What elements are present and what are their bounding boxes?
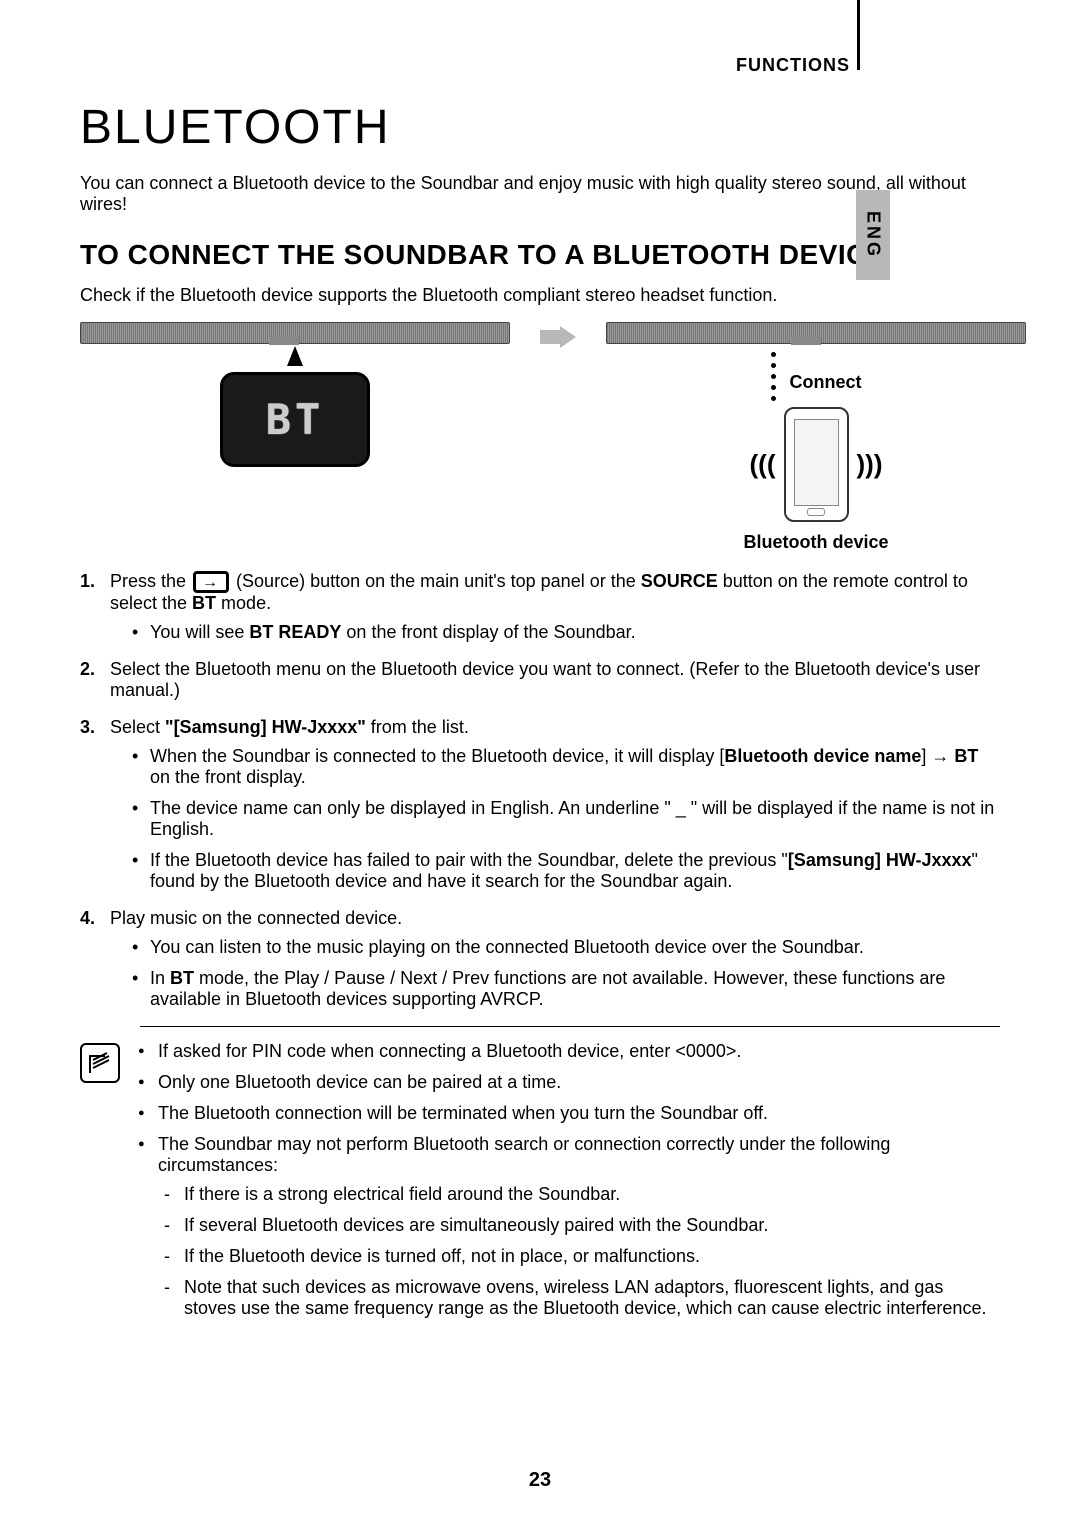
connect-label: Connect bbox=[790, 372, 862, 393]
separator bbox=[140, 1026, 1000, 1027]
step-3-bullet-1: When the Soundbar is connected to the Bl… bbox=[132, 746, 1000, 788]
section-subtext: Check if the Bluetooth device supports t… bbox=[80, 285, 1000, 306]
language-label: ENG bbox=[863, 211, 884, 259]
page-title: BLUETOOTH bbox=[80, 100, 1000, 155]
note-4b: If several Bluetooth devices are simulta… bbox=[164, 1215, 1000, 1236]
source-icon bbox=[193, 571, 229, 593]
note-3: The Bluetooth connection will be termina… bbox=[138, 1103, 1000, 1124]
step-1-bullet: You will see BT READY on the front displ… bbox=[132, 622, 1000, 643]
page-number: 23 bbox=[529, 1469, 551, 1492]
note-2: Only one Bluetooth device can be paired … bbox=[138, 1072, 1000, 1093]
diagram-right: Connect ((( ))) Bluetooth device bbox=[606, 322, 1026, 553]
note-4d: Note that such devices as microwave oven… bbox=[164, 1277, 1000, 1319]
step-3-bullet-3: If the Bluetooth device has failed to pa… bbox=[132, 850, 1000, 892]
bt-display-box: BT bbox=[220, 372, 370, 467]
phone-icon bbox=[784, 407, 849, 522]
header-divider bbox=[857, 0, 860, 70]
connect-area: Connect ((( ))) Bluetooth device bbox=[743, 352, 888, 553]
dotted-connector bbox=[771, 352, 776, 401]
soundbar-graphic-right bbox=[606, 322, 1026, 344]
step-4-bullet-2: In BT mode, the Play / Pause / Next / Pr… bbox=[132, 968, 1000, 1010]
steps-list: Press the (Source) button on the main un… bbox=[80, 571, 1000, 1010]
note-4c: If the Bluetooth device is turned off, n… bbox=[164, 1246, 1000, 1267]
soundbar-graphic-left bbox=[80, 322, 510, 344]
header-section-label: FUNCTIONS bbox=[736, 55, 850, 76]
note-4a: If there is a strong electrical field ar… bbox=[164, 1184, 1000, 1205]
wave-right-icon: ))) bbox=[857, 449, 883, 480]
note-icon bbox=[80, 1043, 120, 1083]
bt-display-text: BT bbox=[266, 395, 325, 444]
arrow-icon bbox=[540, 326, 576, 353]
connection-diagram: BT Connect ((( ))) Bluetooth device bbox=[80, 322, 1000, 553]
step-3: Select "[Samsung] HW-Jxxxx" from the lis… bbox=[80, 717, 1000, 892]
wave-left-icon: ((( bbox=[750, 449, 776, 480]
bt-device-label: Bluetooth device bbox=[743, 532, 888, 553]
step-4-bullet-1: You can listen to the music playing on t… bbox=[132, 937, 1000, 958]
pointer-icon bbox=[287, 346, 303, 366]
step-4: Play music on the connected device. You … bbox=[80, 908, 1000, 1010]
notes-section: If asked for PIN code when connecting a … bbox=[80, 1041, 1000, 1329]
note-1: If asked for PIN code when connecting a … bbox=[138, 1041, 1000, 1062]
step-2: Select the Bluetooth menu on the Bluetoo… bbox=[80, 659, 1000, 701]
note-4: The Soundbar may not perform Bluetooth s… bbox=[138, 1134, 1000, 1319]
step-1: Press the (Source) button on the main un… bbox=[80, 571, 1000, 643]
step-3-bullet-2: The device name can only be displayed in… bbox=[132, 798, 1000, 840]
notes-body: If asked for PIN code when connecting a … bbox=[138, 1041, 1000, 1329]
phone-row: ((( ))) bbox=[750, 407, 883, 522]
diagram-left: BT bbox=[80, 322, 510, 467]
language-tab: ENG bbox=[856, 190, 890, 280]
